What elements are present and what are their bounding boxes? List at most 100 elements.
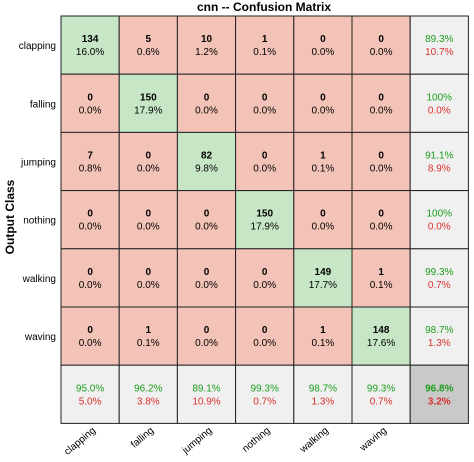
cell-count: 0 (87, 92, 93, 103)
col-summary-cell (176, 364, 237, 424)
row-summary-cell (409, 190, 469, 250)
matrix-cell (293, 131, 353, 192)
cell-count: 7 (87, 151, 93, 162)
col-error: 10.9% (192, 396, 220, 407)
cell-percent: 0.0% (253, 280, 276, 291)
cell-count: 0 (87, 325, 93, 336)
chart-title: cnn -- Confusion Matrix (197, 0, 331, 14)
y-axis-label: Output Class (3, 179, 17, 254)
col-summary-cell (60, 364, 120, 424)
cell-percent: 0.0% (137, 164, 160, 175)
row-precision: 99.3% (425, 267, 453, 278)
matrix-cell (176, 306, 237, 366)
cell-count: 0 (262, 325, 268, 336)
col-error: 5.0% (79, 396, 102, 407)
cell-count: 1 (146, 325, 152, 336)
cell-percent: 17.9% (251, 222, 279, 233)
col-error: 3.8% (137, 396, 160, 407)
matrix-cell (293, 306, 353, 366)
cell-percent: 0.0% (195, 105, 218, 116)
col-summary-cell (351, 364, 411, 424)
cell-count: 1 (320, 325, 326, 336)
cell-count: 1 (378, 267, 384, 278)
matrix-cell (60, 248, 120, 308)
cell-count: 1 (320, 151, 326, 162)
matrix-cell (176, 15, 237, 75)
col-recall: 98.7% (309, 383, 337, 394)
cell-percent: 17.7% (309, 280, 337, 291)
row-precision: 98.7% (425, 325, 453, 336)
cell-percent: 0.0% (79, 280, 102, 291)
cell-percent: 16.0% (76, 47, 104, 58)
y-tick-label: walking (22, 274, 56, 285)
cell-percent: 0.0% (195, 338, 218, 349)
row-error: 1.3% (428, 338, 451, 349)
cell-percent: 0.1% (370, 280, 393, 291)
matrix-cell (235, 73, 295, 133)
y-tick-label: falling (30, 99, 56, 110)
col-recall: 99.3% (367, 383, 395, 394)
cell-percent: 0.0% (137, 222, 160, 233)
cell-count: 0 (378, 151, 384, 162)
cell-count: 0 (262, 92, 268, 103)
matrix-cell (118, 15, 178, 75)
diagonal-cell (235, 190, 295, 250)
cell-count: 0 (204, 267, 210, 278)
row-error: 0.7% (428, 280, 451, 291)
cell-percent: 0.0% (137, 280, 160, 291)
matrix-cell (351, 131, 411, 192)
cell-count: 0 (262, 151, 268, 162)
cell-percent: 17.6% (367, 338, 395, 349)
diagonal-cell (293, 248, 353, 308)
cell-percent: 9.8% (195, 164, 218, 175)
row-precision: 91.1% (425, 151, 453, 162)
cell-percent: 0.0% (253, 338, 276, 349)
cell-percent: 0.0% (79, 105, 102, 116)
cell-percent: 17.9% (134, 105, 162, 116)
cell-percent: 0.1% (253, 47, 276, 58)
cell-percent: 0.1% (312, 164, 335, 175)
cell-count: 0 (146, 267, 152, 278)
cell-percent: 0.0% (370, 47, 393, 58)
cell-count: 0 (87, 267, 93, 278)
row-error: 0.0% (428, 105, 451, 116)
cell-count: 0 (378, 92, 384, 103)
col-recall: 99.3% (251, 383, 279, 394)
col-summary-cell (235, 364, 295, 424)
cell-count: 0 (262, 267, 268, 278)
cell-percent: 0.0% (195, 222, 218, 233)
col-error: 0.7% (370, 396, 393, 407)
row-error: 8.9% (428, 164, 451, 175)
diagonal-cell (60, 15, 120, 75)
cell-count: 0 (204, 209, 210, 220)
cell-percent: 0.0% (312, 222, 335, 233)
cell-count: 0 (146, 209, 152, 220)
cell-percent: 0.0% (370, 105, 393, 116)
cell-count: 0 (320, 209, 326, 220)
overall-accuracy-cell (409, 364, 469, 424)
overall-accuracy: 96.8% (425, 383, 453, 394)
cell-count: 150 (140, 92, 157, 103)
cell-percent: 0.8% (79, 164, 102, 175)
x-tick-label: nothing (240, 425, 272, 455)
cell-percent: 0.0% (312, 105, 335, 116)
cell-count: 5 (146, 34, 152, 45)
x-tick-label: walking (297, 425, 330, 456)
cell-count: 0 (204, 92, 210, 103)
cell-percent: 0.0% (370, 164, 393, 175)
cell-count: 149 (315, 267, 332, 278)
cell-percent: 0.0% (312, 47, 335, 58)
cell-count: 0 (320, 92, 326, 103)
x-tick-label: falling (129, 425, 156, 450)
row-summary-cell (409, 131, 469, 192)
cell-percent: 0.0% (253, 105, 276, 116)
matrix-cell (118, 248, 178, 308)
cell-percent: 0.0% (195, 280, 218, 291)
cell-percent: 0.1% (137, 338, 160, 349)
matrix-cell (118, 131, 178, 192)
col-error: 0.7% (253, 396, 276, 407)
y-tick-label: waving (24, 332, 56, 343)
diagonal-cell (176, 131, 237, 192)
row-error: 0.0% (428, 222, 451, 233)
